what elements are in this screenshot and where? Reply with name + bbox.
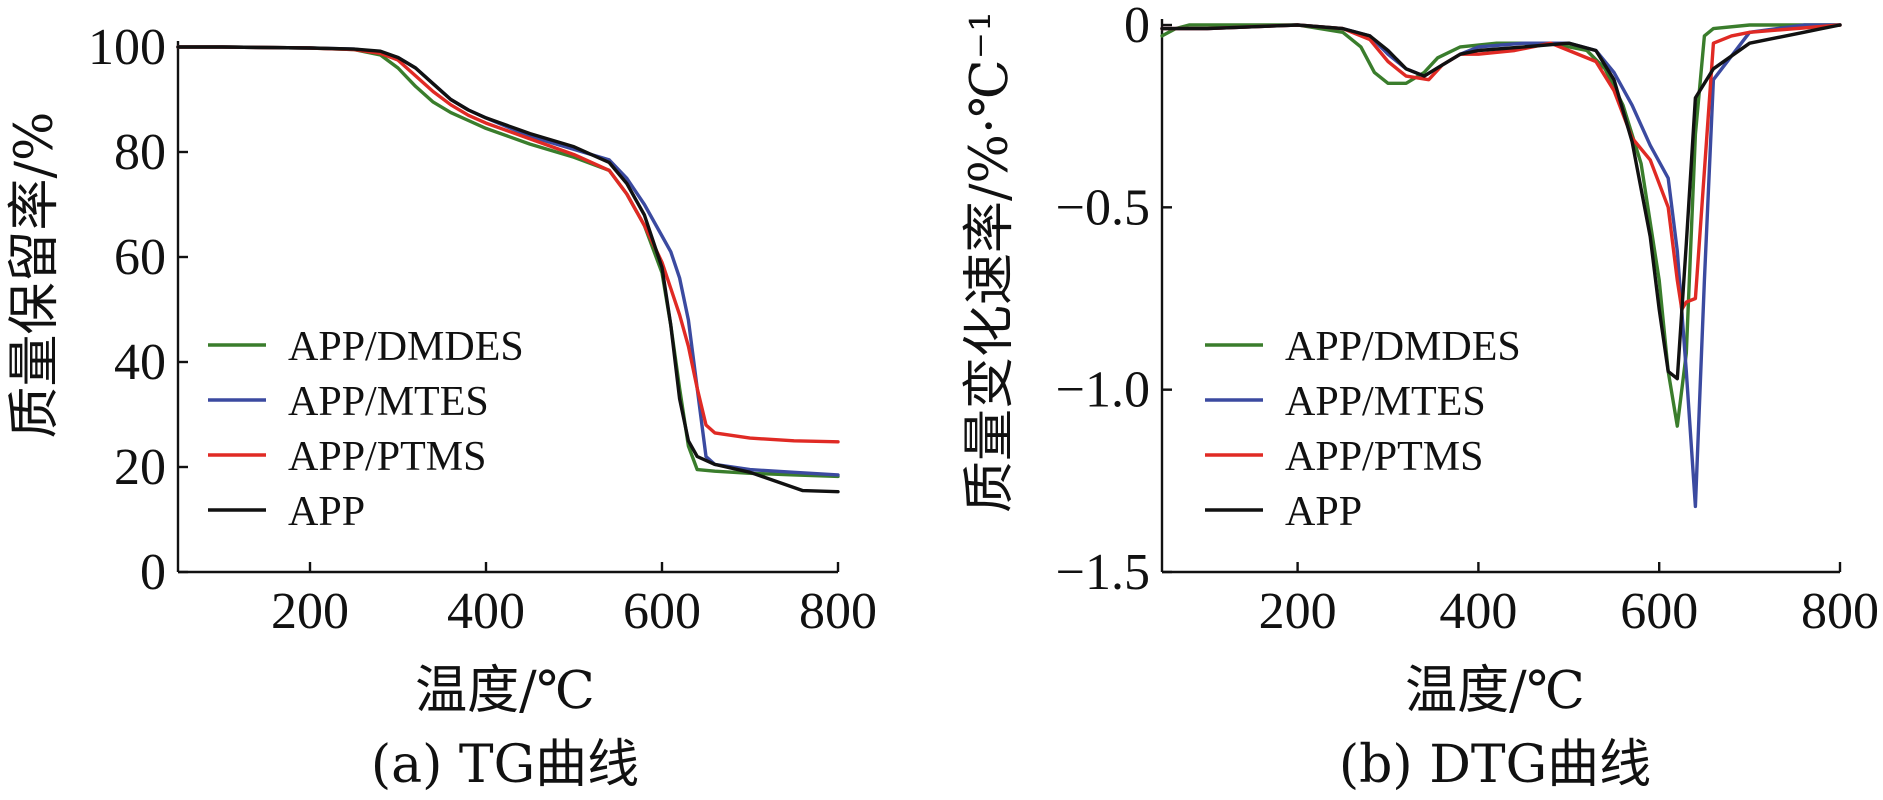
dtg-series-app-ptms <box>1160 23 1842 312</box>
tg-x-tick-label: 800 <box>799 583 877 640</box>
tg-series-app-dmdes <box>176 45 840 479</box>
tg-x-tick-label: 400 <box>447 583 525 640</box>
dtg-legend-label-app-ptms: APP/PTMS <box>1285 434 1483 480</box>
dtg-legend-label-app-dmdes: APP/DMDES <box>1285 324 1521 370</box>
dtg-chart-panel: 200 400 600 800 0 −0.5 −1.0 −1.5 APP/DMDES APP/MT… <box>960 0 1879 795</box>
dtg-y-tick-label: −0.5 <box>1056 179 1150 236</box>
tg-x-axis-label: 温度/℃ <box>415 661 595 721</box>
dtg-legend: APP/DMDES APP/MTES APP/PTMS APP <box>1205 324 1521 535</box>
tg-legend-label-app-mtes: APP/MTES <box>288 379 489 425</box>
dtg-plot-area: 200 400 600 800 0 −0.5 −1.0 −1.5 APP/DMDES APP/MT… <box>1056 0 1879 640</box>
tg-chart-panel: 200 400 600 800 0 20 40 60 80 100 APP/DMDES APP/MTE… <box>5 19 877 795</box>
dtg-series-app <box>1160 23 1842 381</box>
tg-y-tick-label: 0 <box>140 544 166 601</box>
dtg-legend-label-app: APP <box>1285 489 1362 535</box>
dtg-x-tick-label: 600 <box>1620 583 1698 640</box>
dtg-y-axis-label: 质量变化速率/%·℃⁻¹ <box>960 11 1020 513</box>
tg-legend: APP/DMDES APP/MTES APP/PTMS APP <box>208 324 524 535</box>
tg-x-tick-label: 200 <box>271 583 349 640</box>
tg-y-tick-label: 40 <box>114 334 166 391</box>
tg-plot-area: 200 400 600 800 0 20 40 60 80 100 APP/DMDES APP/MTE… <box>88 19 877 640</box>
dtg-x-tick-label: 800 <box>1801 583 1879 640</box>
tg-y-tick-label: 60 <box>114 229 166 286</box>
tg-y-axis-label: 质量保留率/% <box>5 112 65 439</box>
tg-caption: (a) TG曲线 <box>371 735 639 795</box>
dtg-y-tick-label: −1.5 <box>1056 544 1150 601</box>
dtg-x-tick-label: 200 <box>1259 583 1337 640</box>
tg-y-tick-label: 100 <box>88 19 166 76</box>
dtg-legend-label-app-mtes: APP/MTES <box>1285 379 1486 425</box>
tg-x-tick-label: 600 <box>623 583 701 640</box>
tg-series-app-mtes <box>176 45 840 477</box>
tg-legend-label-app-ptms: APP/PTMS <box>288 434 486 480</box>
tg-legend-label-app: APP <box>288 489 365 535</box>
tg-y-tick-label: 80 <box>114 124 166 181</box>
dtg-caption: (b) DTG曲线 <box>1339 735 1651 795</box>
tg-y-tick-label: 20 <box>114 439 166 496</box>
dtg-x-axis-label: 温度/℃ <box>1405 661 1585 721</box>
dtg-y-tick-label: 0 <box>1124 0 1150 54</box>
tg-series-app-ptms <box>176 45 840 444</box>
tg-legend-label-app-dmdes: APP/DMDES <box>288 324 524 370</box>
dtg-y-tick-label: −1.0 <box>1056 362 1150 419</box>
dtg-series-app-mtes <box>1160 23 1842 509</box>
tg-series-app <box>176 45 840 494</box>
dtg-x-tick-label: 400 <box>1439 583 1517 640</box>
